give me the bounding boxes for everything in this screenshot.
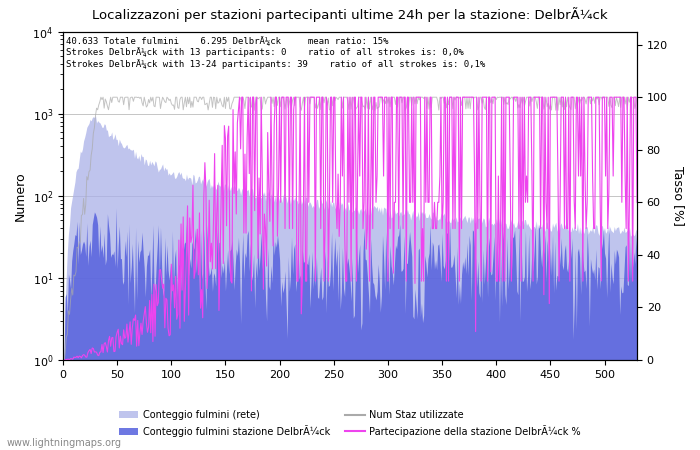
Partecipazione della stazione DelbrÃ¼ck % bbox=[235, 94, 244, 100]
Num Staz utilizzate bbox=[97, 94, 105, 100]
Y-axis label: Tasso [%]: Tasso [%] bbox=[671, 166, 685, 226]
Num Staz utilizzate bbox=[605, 104, 613, 109]
Text: Localizzazoni per stazioni partecipanti ultime 24h per la stazione: DelbrÃ¼ck: Localizzazoni per stazioni partecipanti … bbox=[92, 7, 608, 22]
Partecipazione della stazione DelbrÃ¼ck % bbox=[178, 288, 186, 293]
Partecipazione della stazione DelbrÃ¼ck % bbox=[310, 94, 319, 100]
Line: Partecipazione della stazione DelbrÃ¼ck %: Partecipazione della stazione DelbrÃ¼ck … bbox=[64, 97, 637, 360]
Num Staz utilizzate bbox=[179, 107, 188, 112]
Legend: Conteggio fulmini (rete), Conteggio fulmini stazione DelbrÃ¼ck, Num Staz utilizz: Conteggio fulmini (rete), Conteggio fulm… bbox=[115, 406, 585, 441]
Text: 40.633 Totale fulmini    6.295 DelbrÃ¼ck     mean ratio: 15%
Strokes DelbrÃ¼ck w: 40.633 Totale fulmini 6.295 DelbrÃ¼ck me… bbox=[66, 36, 485, 69]
Y-axis label: Numero: Numero bbox=[14, 171, 27, 220]
Num Staz utilizzate bbox=[163, 94, 172, 100]
Num Staz utilizzate bbox=[426, 94, 434, 100]
Num Staz utilizzate bbox=[60, 357, 69, 363]
Num Staz utilizzate bbox=[498, 94, 506, 100]
Partecipazione della stazione DelbrÃ¼ck % bbox=[605, 190, 613, 195]
Partecipazione della stazione DelbrÃ¼ck % bbox=[60, 357, 69, 363]
Partecipazione della stazione DelbrÃ¼ck % bbox=[498, 94, 506, 100]
Line: Num Staz utilizzate: Num Staz utilizzate bbox=[64, 97, 637, 360]
Num Staz utilizzate bbox=[310, 94, 319, 100]
Partecipazione della stazione DelbrÃ¼ck % bbox=[633, 200, 641, 205]
Num Staz utilizzate bbox=[633, 94, 641, 100]
Partecipazione della stazione DelbrÃ¼ck % bbox=[426, 94, 434, 100]
Text: www.lightningmaps.org: www.lightningmaps.org bbox=[7, 438, 122, 448]
Partecipazione della stazione DelbrÃ¼ck % bbox=[162, 296, 170, 301]
